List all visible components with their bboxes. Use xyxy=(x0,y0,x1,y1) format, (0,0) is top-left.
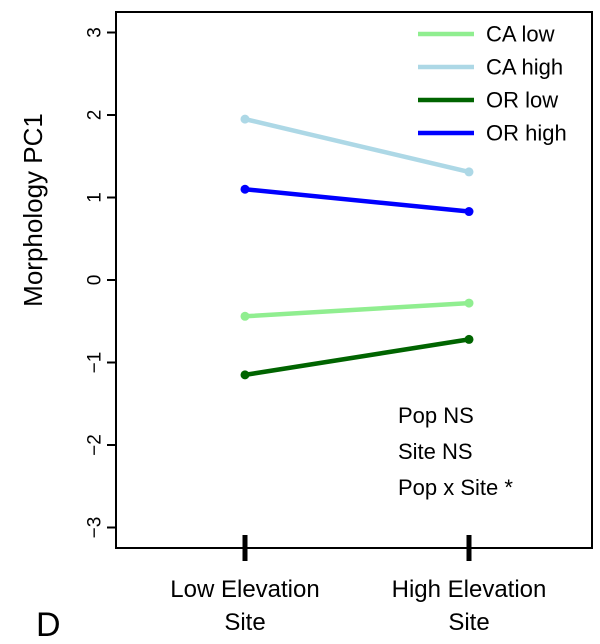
y-axis-label: Morphology PC1 xyxy=(18,113,48,307)
y-tick-label: −1 xyxy=(85,352,106,374)
panel-letter: D xyxy=(36,606,61,644)
data-point xyxy=(464,334,474,344)
data-point xyxy=(240,370,250,380)
x-tick-label: Site xyxy=(224,609,265,636)
y-tick-label: −2 xyxy=(85,434,106,456)
data-point xyxy=(464,167,474,177)
y-tick-label: 2 xyxy=(85,110,106,121)
x-tick-label: Low Elevation xyxy=(170,576,319,603)
series-line xyxy=(242,116,472,175)
y-tick-label: −3 xyxy=(85,517,106,539)
legend-label: OR low xyxy=(486,88,558,113)
series-line xyxy=(242,337,472,378)
stats-annotation: Pop x Site * xyxy=(398,475,513,500)
data-point xyxy=(240,114,250,124)
legend-label: OR high xyxy=(486,121,567,146)
x-tick-label: Site xyxy=(448,609,489,636)
series-lines xyxy=(240,114,474,380)
y-tick-label: 1 xyxy=(85,192,106,203)
legend-label: CA high xyxy=(486,55,563,80)
data-point xyxy=(240,184,250,194)
series-line xyxy=(242,300,472,319)
data-point xyxy=(464,207,474,217)
stats-annotations: Pop NS Site NS Pop x Site * xyxy=(398,403,513,500)
stats-annotation: Site NS xyxy=(398,439,473,464)
x-tick-label: High Elevation xyxy=(392,576,547,603)
legend-label: CA low xyxy=(486,22,555,47)
x-axis: Low Elevation Site High Elevation Site xyxy=(170,535,546,636)
stats-annotation: Pop NS xyxy=(398,403,474,428)
data-point xyxy=(464,298,474,308)
y-tick-label: 0 xyxy=(85,275,106,286)
data-point xyxy=(240,311,250,321)
y-tick-label: 3 xyxy=(85,27,106,38)
y-axis: −3 −2 −1 0 1 2 3 xyxy=(85,27,116,538)
series-line xyxy=(242,187,472,214)
legend: CA low CA high OR low OR high xyxy=(418,22,567,146)
